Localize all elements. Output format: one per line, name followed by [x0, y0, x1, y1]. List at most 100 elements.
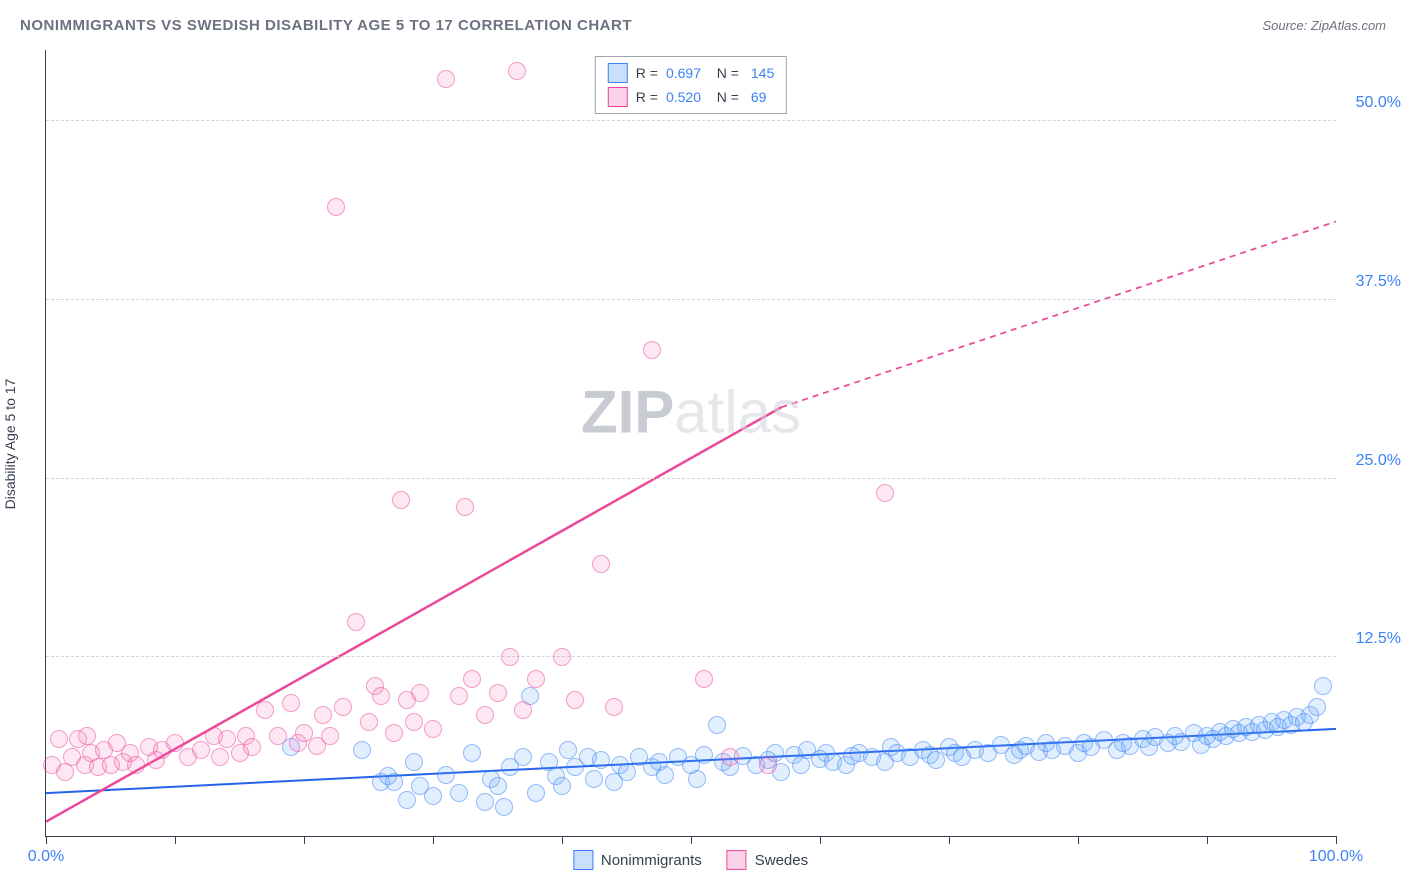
- y-tick-label: 50.0%: [1356, 94, 1401, 112]
- y-tick-label: 37.5%: [1356, 273, 1401, 291]
- legend-series: Nonimmigrants Swedes: [573, 848, 808, 872]
- x-tick: [1078, 836, 1079, 844]
- gridline: [46, 656, 1336, 657]
- x-tick: [562, 836, 563, 844]
- data-point: [405, 753, 423, 771]
- data-point: [192, 741, 210, 759]
- data-point: [456, 498, 474, 516]
- source-label: Source: ZipAtlas.com: [1262, 18, 1386, 33]
- data-point: [282, 694, 300, 712]
- legend-swatch: [608, 63, 628, 83]
- x-tick-label: 0.0%: [28, 848, 64, 866]
- legend-n-label: N =: [709, 65, 739, 81]
- data-point: [211, 748, 229, 766]
- data-point: [334, 698, 352, 716]
- data-point: [489, 777, 507, 795]
- data-point: [347, 613, 365, 631]
- data-point: [127, 756, 145, 774]
- data-point: [656, 766, 674, 784]
- data-point: [592, 555, 610, 573]
- data-point: [476, 793, 494, 811]
- legend-n-label: N =: [709, 89, 739, 105]
- x-tick: [820, 836, 821, 844]
- data-point: [372, 687, 390, 705]
- plot-area: ZIPatlas R = 0.697 N = 145 R = 0.520 N =…: [45, 50, 1336, 837]
- data-point: [243, 738, 261, 756]
- legend-r-label: R =: [636, 89, 658, 105]
- gridline: [46, 299, 1336, 300]
- legend-n-value: 69: [747, 89, 766, 105]
- data-point: [688, 770, 706, 788]
- chart-title: NONIMMIGRANTS VS SWEDISH DISABILITY AGE …: [20, 17, 632, 34]
- data-point: [256, 701, 274, 719]
- data-point: [314, 706, 332, 724]
- y-tick-label: 12.5%: [1356, 630, 1401, 648]
- data-point: [489, 684, 507, 702]
- data-point: [398, 791, 416, 809]
- gridline: [46, 478, 1336, 479]
- data-point: [1314, 677, 1332, 695]
- data-point: [476, 706, 494, 724]
- data-point: [585, 770, 603, 788]
- x-tick: [691, 836, 692, 844]
- data-point: [605, 698, 623, 716]
- data-point: [592, 751, 610, 769]
- legend-r-label: R =: [636, 65, 658, 81]
- legend-n-value: 145: [747, 65, 774, 81]
- data-point: [495, 798, 513, 816]
- data-point: [618, 763, 636, 781]
- legend-correlation: R = 0.697 N = 145 R = 0.520 N = 69: [595, 56, 787, 114]
- y-tick-label: 25.0%: [1356, 452, 1401, 470]
- data-point: [321, 727, 339, 745]
- legend-label: Swedes: [755, 852, 808, 869]
- data-point: [759, 756, 777, 774]
- data-point: [450, 687, 468, 705]
- data-point: [353, 741, 371, 759]
- legend-swatch: [608, 87, 628, 107]
- data-point: [566, 691, 584, 709]
- data-point: [327, 198, 345, 216]
- x-tick: [1207, 836, 1208, 844]
- data-point: [360, 713, 378, 731]
- data-point: [437, 766, 455, 784]
- legend-row: R = 0.697 N = 145: [608, 61, 774, 85]
- data-point: [876, 484, 894, 502]
- data-point: [463, 670, 481, 688]
- x-tick-label: 100.0%: [1309, 848, 1363, 866]
- legend-swatch: [573, 850, 593, 870]
- data-point: [501, 648, 519, 666]
- x-tick: [1336, 836, 1337, 844]
- data-point: [514, 701, 532, 719]
- y-axis-title: Disability Age 5 to 17: [2, 378, 18, 509]
- legend-r-value: 0.697: [666, 65, 701, 81]
- x-tick: [46, 836, 47, 844]
- data-point: [559, 741, 577, 759]
- data-point: [463, 744, 481, 762]
- data-point: [1308, 698, 1326, 716]
- x-tick: [433, 836, 434, 844]
- data-point: [405, 713, 423, 731]
- data-point: [695, 746, 713, 764]
- x-tick: [304, 836, 305, 844]
- data-point: [411, 684, 429, 702]
- x-tick: [175, 836, 176, 844]
- legend-r-value: 0.520: [666, 89, 701, 105]
- data-point: [643, 341, 661, 359]
- data-point: [721, 748, 739, 766]
- watermark: ZIPatlas: [581, 377, 801, 446]
- data-point: [508, 62, 526, 80]
- gridline: [46, 120, 1336, 121]
- data-point: [424, 787, 442, 805]
- chart-area: Disability Age 5 to 17 ZIPatlas R = 0.69…: [45, 50, 1336, 837]
- data-point: [553, 648, 571, 666]
- x-tick: [949, 836, 950, 844]
- data-point: [385, 773, 403, 791]
- data-point: [450, 784, 468, 802]
- legend-row: R = 0.520 N = 69: [608, 85, 774, 109]
- legend-item: Nonimmigrants: [573, 848, 702, 872]
- legend-item: Swedes: [727, 848, 808, 872]
- data-point: [385, 724, 403, 742]
- data-point: [50, 730, 68, 748]
- legend-label: Nonimmigrants: [601, 852, 702, 869]
- legend-swatch: [727, 850, 747, 870]
